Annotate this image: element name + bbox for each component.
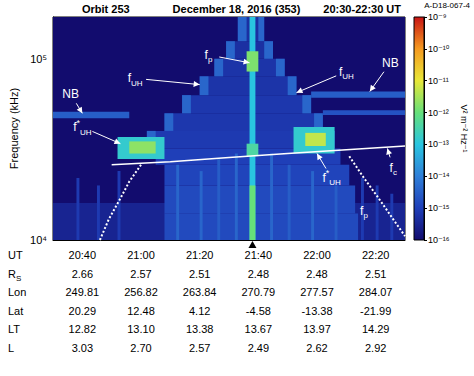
svg-text:22:00: 22:00 <box>303 249 331 261</box>
svg-text:L: L <box>8 342 14 354</box>
svg-text:c: c <box>393 168 397 177</box>
svg-text:20:40: 20:40 <box>69 249 97 261</box>
svg-text:10⁻¹⁰: 10⁻¹⁰ <box>428 44 450 54</box>
svg-text:December 18, 2016 (353): December 18, 2016 (353) <box>173 3 301 15</box>
svg-text:2.62: 2.62 <box>306 342 327 354</box>
svg-text:3.03: 3.03 <box>72 342 93 354</box>
svg-text:UH: UH <box>80 128 92 137</box>
svg-text:A-D18-067-4: A-D18-067-4 <box>424 1 470 10</box>
svg-text:UT: UT <box>8 249 23 261</box>
svg-text:p: p <box>208 55 213 64</box>
svg-text:10⁻⁹: 10⁻⁹ <box>428 12 447 22</box>
svg-text:2.51: 2.51 <box>365 268 386 280</box>
svg-text:13.67: 13.67 <box>245 323 273 335</box>
svg-text:-4.58: -4.58 <box>246 305 271 317</box>
svg-text:2.57: 2.57 <box>189 342 210 354</box>
svg-text:Lat: Lat <box>8 305 23 317</box>
svg-text:21:20: 21:20 <box>186 249 214 261</box>
svg-text:UH: UH <box>131 79 143 88</box>
svg-text:-13.38: -13.38 <box>301 305 332 317</box>
svg-text:256.82: 256.82 <box>124 286 158 298</box>
svg-text:277.57: 277.57 <box>300 286 334 298</box>
svg-text:10⁻¹²: 10⁻¹² <box>428 108 449 118</box>
svg-text:f: f <box>360 203 364 218</box>
svg-text:2.49: 2.49 <box>248 342 269 354</box>
svg-text:10⁻¹³: 10⁻¹³ <box>428 139 449 149</box>
svg-text:2.66: 2.66 <box>72 268 93 280</box>
svg-text:f: f <box>389 160 393 175</box>
svg-text:20.29: 20.29 <box>69 305 97 317</box>
svg-text:S: S <box>16 274 21 283</box>
svg-text:LT: LT <box>8 323 20 335</box>
svg-text:V² m⁻² Hz⁻¹: V² m⁻² Hz⁻¹ <box>459 105 469 153</box>
svg-text:-21.99: -21.99 <box>360 305 391 317</box>
svg-text:13.38: 13.38 <box>186 323 214 335</box>
svg-text:*: * <box>76 118 80 128</box>
svg-text:13.10: 13.10 <box>127 323 155 335</box>
svg-text:2.57: 2.57 <box>130 268 151 280</box>
svg-text:R: R <box>8 268 16 280</box>
svg-text:2.51: 2.51 <box>189 268 210 280</box>
svg-text:249.81: 249.81 <box>66 286 100 298</box>
svg-text:2.48: 2.48 <box>248 268 269 280</box>
svg-text:f: f <box>338 64 343 79</box>
svg-text:2.70: 2.70 <box>130 342 151 354</box>
svg-text:p: p <box>363 211 368 220</box>
svg-text:10⁻¹⁶: 10⁻¹⁶ <box>428 235 450 245</box>
svg-text:f: f <box>204 47 208 62</box>
svg-text:f: f <box>127 71 131 86</box>
svg-text:10⁻¹⁴: 10⁻¹⁴ <box>428 171 450 181</box>
svg-text:NB: NB <box>62 87 79 101</box>
svg-text:21:40: 21:40 <box>245 249 273 261</box>
svg-text:10⁻¹¹: 10⁻¹¹ <box>428 76 449 86</box>
svg-text:f: f <box>322 170 326 185</box>
svg-text:10⁴: 10⁴ <box>30 234 47 246</box>
svg-text:20:30-22:30 UT: 20:30-22:30 UT <box>323 3 401 15</box>
svg-text:22:20: 22:20 <box>362 249 390 261</box>
svg-text:2.48: 2.48 <box>306 268 327 280</box>
svg-text:284.07: 284.07 <box>359 286 393 298</box>
svg-text:10⁻¹⁵: 10⁻¹⁵ <box>428 203 450 213</box>
svg-text:270.79: 270.79 <box>242 286 276 298</box>
svg-text:263.84: 263.84 <box>183 286 217 298</box>
svg-text:13.97: 13.97 <box>303 323 331 335</box>
svg-text:12.82: 12.82 <box>69 323 97 335</box>
svg-text:f: f <box>73 120 77 134</box>
svg-text:10⁵: 10⁵ <box>30 53 47 65</box>
svg-text:Lon: Lon <box>8 286 26 298</box>
svg-text:14.29: 14.29 <box>362 323 390 335</box>
svg-text:21:00: 21:00 <box>127 249 155 261</box>
svg-text:12.48: 12.48 <box>127 305 155 317</box>
svg-text:*: * <box>326 168 330 178</box>
svg-text:4.12: 4.12 <box>189 305 210 317</box>
svg-text:NB: NB <box>382 56 399 70</box>
svg-text:Orbit 253: Orbit 253 <box>82 3 130 15</box>
svg-text:Frequency (kHz): Frequency (kHz) <box>8 88 20 169</box>
svg-text:UH: UH <box>342 72 354 81</box>
svg-text:2.92: 2.92 <box>365 342 386 354</box>
svg-text:UH: UH <box>329 178 341 187</box>
